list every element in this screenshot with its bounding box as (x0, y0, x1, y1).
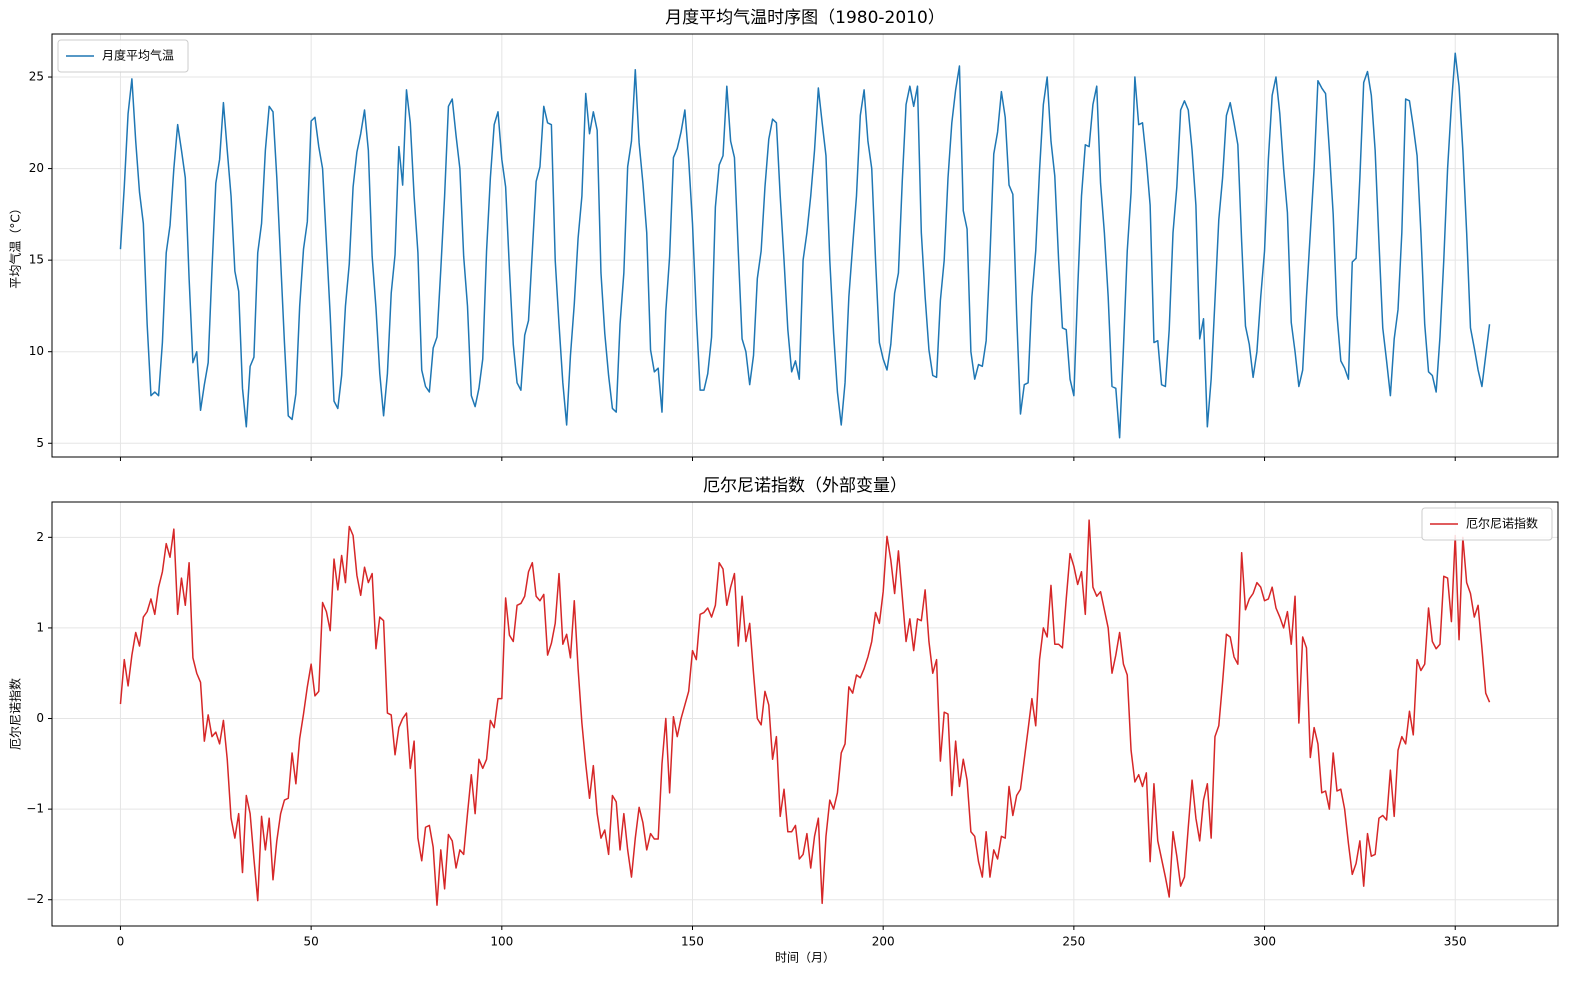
series-line (119, 52, 1491, 439)
y-tick-label: 10 (29, 344, 44, 358)
y-tick-label: 15 (29, 253, 44, 267)
x-tick-label: 200 (872, 935, 895, 949)
x-axis-label: 时间（月） (775, 951, 835, 965)
chart-title: 月度平均气温时序图（1980-2010） (665, 8, 945, 28)
chart-title: 厄尔尼诺指数（外部变量） (703, 476, 907, 496)
axes-frame (51, 501, 1559, 927)
plot-area (52, 502, 1558, 926)
legend-label: 厄尔尼诺指数 (1466, 516, 1538, 531)
y-tick-label: −1 (26, 802, 44, 816)
x-tick-label: 300 (1253, 935, 1276, 949)
y-axis-label: 平均气温（°C） (8, 202, 23, 288)
legend: 月度平均气温 (57, 39, 189, 73)
legend: 厄尔尼诺指数 (1421, 507, 1553, 541)
y-tick-label: 20 (29, 161, 44, 175)
x-tick-label: 100 (490, 935, 513, 949)
x-tick-label: 50 (303, 935, 318, 949)
y-tick-label: 1 (36, 620, 44, 634)
legend-label: 月度平均气温 (102, 48, 174, 63)
y-tick-label: −2 (26, 892, 44, 906)
y-tick-label: 5 (36, 436, 44, 450)
y-tick-label: 0 (36, 711, 44, 725)
y-axis-label: 厄尔尼诺指数 (8, 678, 23, 750)
series-line (119, 519, 1491, 906)
x-tick-label: 150 (681, 935, 704, 949)
legend-box (57, 39, 189, 73)
x-tick-label: 0 (117, 935, 125, 949)
y-tick-label: 2 (36, 530, 44, 544)
y-tick-label: 25 (29, 70, 44, 84)
axes-frame (51, 33, 1559, 458)
legend-box (1421, 507, 1553, 541)
x-tick-label: 350 (1444, 935, 1467, 949)
x-tick-label: 250 (1062, 935, 1085, 949)
